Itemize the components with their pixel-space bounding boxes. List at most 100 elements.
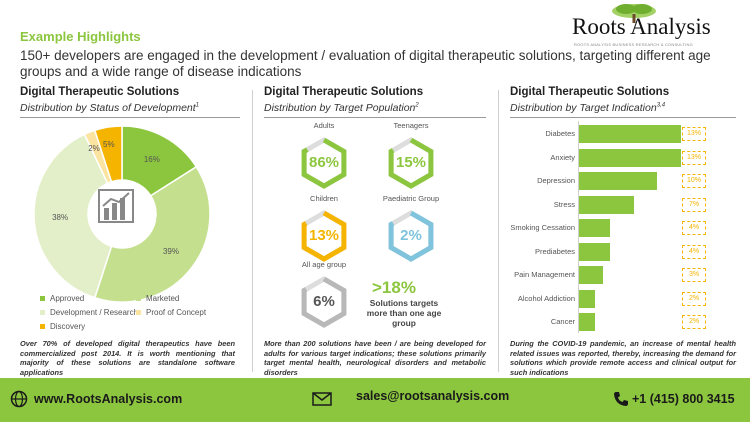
panel2-subtitle-text: Distribution by Target Population [264,102,416,114]
population-hexagon-adults [301,137,347,189]
legend-item-approved: Approved [40,294,84,303]
footer: www.RootsAnalysis.com sales@rootsanalysi… [0,378,750,422]
roots-analysis-logo[interactable]: Roots Analysis ROOTS ANALYSIS BUSINESS R… [568,4,746,48]
legend-swatch-discovery [40,324,45,330]
population-value-paediatric-group: 2% [400,227,422,244]
population-hexagon-paediatric-group [388,210,434,262]
legend-label-proof-of-concept: Proof of Concept [146,308,207,317]
bar-value-depression: 10% [682,174,706,188]
legend-item-marketed: Marketed [136,294,179,303]
hexagon-ring-adults [301,137,347,189]
panel3-subtitle-ref: 3,4 [656,102,666,109]
donut-label-development-research: 38% [52,212,69,222]
bar-value-smoking-cessation: 4% [682,221,706,235]
donut-label-proof-of-concept: 2% [88,143,100,153]
population-hexagon-teenagers [388,137,434,189]
hexagon-ring-children [301,210,347,262]
multi-age-stat-text: Solutions targets more than one age grou… [366,298,442,328]
donut-slice-discovery [93,125,123,183]
bar-smoking-cessation [579,219,611,237]
donut-label-approved: 16% [143,154,160,164]
panel2-subtitle-ref: 2 [415,102,419,109]
population-value-all-age-group: 6% [313,293,335,310]
bar-value-cancer: 2% [682,315,706,329]
bar-depression [579,172,658,190]
panel1-subtitle-text: Distribution by Status of Development [20,102,196,114]
panel3-subtitle-text: Distribution by Target Indication [510,102,657,114]
bar-chart-icon [98,189,134,223]
phone-number[interactable]: +1 (415) 800 3415 [632,392,735,406]
legend-swatch-development-research [40,310,45,316]
population-label-all-age-group: All age group [301,260,347,269]
population-label-adults: Adults [313,121,335,130]
legend-swatch-approved [40,296,45,302]
legend-swatch-proof-of-concept [136,310,141,316]
bar-value-pain-management: 3% [682,268,706,282]
bar-category-depression: Depression [537,176,575,185]
panel1-subtitle-ref: 1 [195,102,200,109]
panel3-subtitle: Distribution by Target Indication3,4 [510,102,665,114]
donut-slice-marketed [93,165,211,303]
panel3-rule [510,117,736,118]
panel3-note: During the COVID-19 pandemic, an increas… [510,339,736,377]
website-link[interactable]: www.RootsAnalysis.com [34,392,183,406]
bar-diabetes [579,125,681,143]
panel2-note: More than 200 solutions have been / are … [264,339,486,377]
population-label-children: Children [310,194,338,203]
legend-item-development-research: Development / Research [40,308,138,317]
bar-category-diabetes: Diabetes [545,129,575,138]
population-label-paediatric-group: Paediatric Group [382,194,440,203]
email-link[interactable]: sales@rootsanalysis.com [356,389,510,403]
page-subtitle: 150+ developers are engaged in the devel… [20,48,711,79]
logo-tagline: ROOTS ANALYSIS BUSINESS RESEARCH & CONSU… [574,42,693,47]
panel1-note: Over 70% of developed digital therapeuti… [20,339,235,377]
legend-label-approved: Approved [50,294,85,303]
bar-alcohol-addiction [579,289,595,308]
donut-slice-development-research [33,133,113,299]
legend-label-development-research: Development / Research [50,308,139,317]
divider-2 [498,90,499,372]
hexagon-ring-all-age-group [301,276,347,328]
tree-icon [612,4,656,23]
population-hexagon-all-age-group [301,276,347,328]
bar-category-cancer: Cancer [550,317,575,326]
bar-value-diabetes: 13% [682,127,706,141]
legend-label-discovery: Discovery [50,322,86,331]
legend-label-marketed: Marketed [146,294,180,303]
panel2-rule [264,117,486,118]
bar-category-smoking-cessation: Smoking Cessation [510,223,575,232]
bar-chart-axis [578,121,579,333]
bar-value-anxiety: 13% [682,150,706,165]
panel2-title: Digital Therapeutic Solutions [264,86,424,98]
panel3-title: Digital Therapeutic Solutions [510,86,670,98]
bar-value-prediabetes: 4% [682,244,706,259]
donut-label-marketed: 39% [162,247,179,256]
population-label-teenagers: Teenagers [393,121,429,130]
legend-item-proof-of-concept: Proof of Concept [136,308,206,317]
donut-label-discovery: 5% [103,139,115,149]
phone-icon [614,392,628,406]
panel1-title: Digital Therapeutic Solutions [20,86,180,98]
divider-1 [252,90,253,372]
bar-pain-management [579,266,603,284]
hexagon-ring-paediatric-group [388,210,434,262]
bar-value-stress: 7% [682,197,706,212]
panel1-rule [20,117,240,118]
bar-anxiety [579,148,681,167]
population-hexagon-children [301,210,347,262]
logo-text: Roots Analysis [572,14,711,39]
legend-swatch-marketed [136,296,141,302]
development-status-donut-chart [33,125,211,303]
bar-category-anxiety: Anxiety [550,152,575,162]
population-value-teenagers: 15% [395,154,427,171]
bar-prediabetes [579,242,611,261]
legend-item-discovery: Discovery [40,322,85,331]
population-value-children: 13% [308,227,340,244]
multi-age-stat-value: >18% [372,278,416,297]
bar-cancer [579,313,595,331]
bar-category-prediabetes: Prediabetes [534,246,575,256]
panel1-subtitle: Distribution by Status of Development1 [20,102,199,114]
page-title: Example Highlights [20,29,141,44]
bar-value-alcohol-addiction: 2% [682,291,706,306]
hexagon-ring-teenagers [388,137,434,189]
